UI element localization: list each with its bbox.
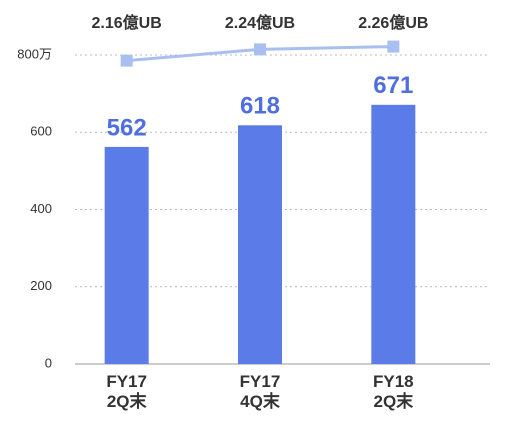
bar-value-label: 671: [373, 72, 413, 99]
line-marker: [254, 43, 266, 56]
y-tick-label: 400: [30, 201, 52, 216]
line-marker: [120, 54, 133, 67]
line-value-label: 2.24億UB: [225, 13, 295, 32]
line-marker: [387, 40, 400, 53]
bar: [104, 146, 149, 364]
y-tick-label: 600: [30, 124, 52, 139]
x-tick-label: FY18 2Q末: [373, 372, 414, 411]
line-value-label: 2.26億UB: [358, 13, 428, 32]
bar: [371, 104, 416, 365]
line-value-label: 2.16億UB: [92, 13, 162, 32]
x-tick-label: FY17 4Q末: [239, 372, 281, 411]
y-tick-label: 800万: [17, 46, 52, 61]
bar-value-label: 562: [107, 114, 147, 141]
y-tick-label: 0: [45, 355, 52, 370]
bar-value-label: 618: [240, 93, 280, 120]
x-tick-label: FY17 2Q末: [106, 372, 147, 411]
bar: [238, 125, 282, 364]
y-tick-label: 200: [30, 278, 52, 293]
